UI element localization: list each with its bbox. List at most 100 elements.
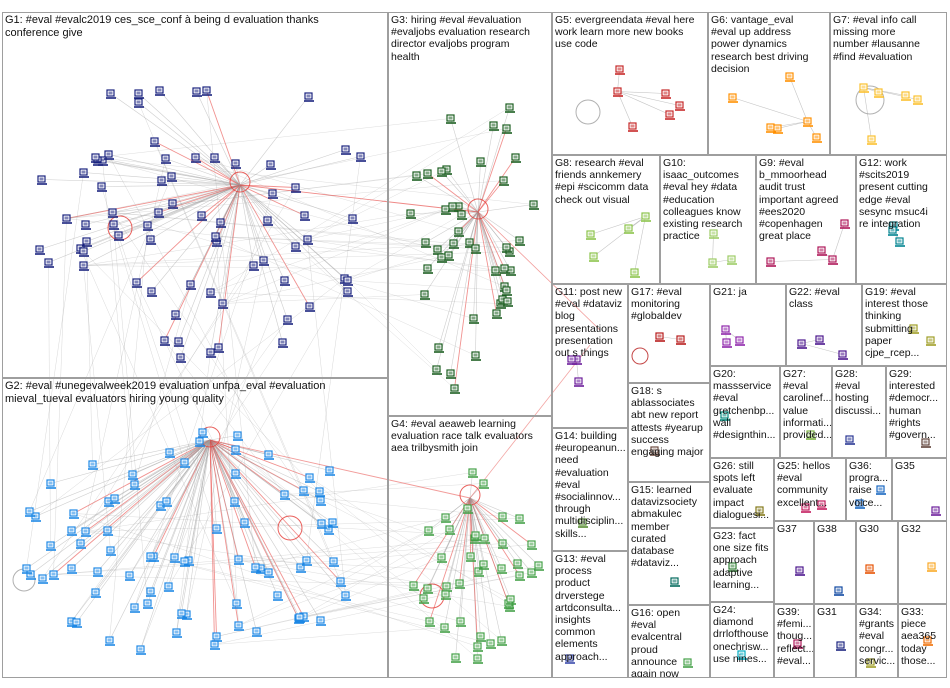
node-g1[interactable] [79,168,89,178]
node-g21[interactable] [735,336,745,346]
node-g2[interactable] [198,428,208,438]
node-g2[interactable] [164,582,174,592]
node-g4[interactable] [527,568,537,578]
node-g14[interactable] [578,518,588,528]
node-g13[interactable] [565,654,575,664]
node-g6[interactable] [803,117,813,127]
node-g2[interactable] [299,486,309,496]
node-g9[interactable] [817,246,827,256]
node-g16[interactable] [683,658,693,668]
node-g2[interactable] [88,460,98,470]
node-g3[interactable] [446,114,456,124]
node-g1[interactable] [44,258,54,268]
node-g8[interactable] [641,212,651,222]
node-g1[interactable] [146,235,156,245]
node-g5[interactable] [615,65,625,75]
node-g3[interactable] [502,124,512,134]
node-g22[interactable] [838,350,848,360]
node-g1[interactable] [161,154,171,164]
node-g4[interactable] [476,632,486,642]
node-g1[interactable] [218,299,228,309]
node-g3[interactable] [491,266,501,276]
node-g1[interactable] [157,176,167,186]
node-g2[interactable] [302,556,312,566]
node-g28[interactable] [845,435,855,445]
node-g2[interactable] [264,450,274,460]
node-g2[interactable] [46,479,56,489]
node-g2[interactable] [130,603,140,613]
node-g2[interactable] [49,570,59,580]
node-g1[interactable] [154,208,164,218]
node-g22[interactable] [797,339,807,349]
node-g1[interactable] [147,287,157,297]
node-g2[interactable] [180,458,190,468]
node-g8[interactable] [630,268,640,278]
node-g2[interactable] [106,546,116,556]
node-g9[interactable] [840,219,850,229]
node-g2[interactable] [212,524,222,534]
node-g3[interactable] [437,253,447,263]
node-g2[interactable] [251,563,261,573]
node-g7[interactable] [913,95,923,105]
node-g7[interactable] [859,83,869,93]
node-g7[interactable] [874,88,884,98]
node-g1[interactable] [167,172,177,182]
node-g1[interactable] [291,183,301,193]
node-g1[interactable] [171,310,181,320]
node-g2[interactable] [69,509,79,519]
node-g3[interactable] [489,121,499,131]
node-g37[interactable] [795,566,805,576]
node-g3[interactable] [502,286,512,296]
node-g33[interactable] [923,636,933,646]
node-g5[interactable] [613,87,623,97]
node-g19[interactable] [926,336,936,346]
node-g2[interactable] [81,527,91,537]
node-g1[interactable] [210,153,220,163]
node-g4[interactable] [441,513,451,523]
node-g3[interactable] [432,365,442,375]
node-g2[interactable] [233,431,243,441]
node-g4[interactable] [497,636,507,646]
node-g27[interactable] [806,430,816,440]
node-g6[interactable] [785,72,795,82]
node-g4[interactable] [424,526,434,536]
node-g3[interactable] [492,309,502,319]
node-g1[interactable] [304,92,314,102]
node-g2[interactable] [296,563,306,573]
node-g11[interactable] [574,377,584,387]
node-g2[interactable] [110,494,120,504]
node-g4[interactable] [456,617,466,627]
node-g2[interactable] [280,490,290,500]
node-g2[interactable] [22,564,32,574]
node-g1[interactable] [82,237,92,247]
node-g5[interactable] [665,110,675,120]
node-g35[interactable] [931,506,941,516]
node-g4[interactable] [419,594,429,604]
node-g11[interactable] [567,355,577,365]
node-g1[interactable] [176,353,186,363]
node-g1[interactable] [150,137,160,147]
node-g2[interactable] [264,568,274,578]
node-g5[interactable] [675,101,685,111]
node-g3[interactable] [406,209,416,219]
node-g1[interactable] [206,288,216,298]
node-g2[interactable] [273,591,283,601]
node-g2[interactable] [317,519,327,529]
node-g2[interactable] [93,567,103,577]
node-g2[interactable] [125,571,135,581]
node-g18[interactable] [650,446,660,456]
node-g6[interactable] [812,133,822,143]
node-g2[interactable] [325,466,335,476]
node-g3[interactable] [437,167,447,177]
node-g4[interactable] [515,571,525,581]
node-g7[interactable] [867,135,877,145]
node-g1[interactable] [214,343,224,353]
node-g4[interactable] [441,590,451,600]
node-g3[interactable] [476,157,486,167]
node-g4[interactable] [474,567,484,577]
node-g2[interactable] [240,518,250,528]
node-g4[interactable] [451,653,461,663]
node-g1[interactable] [266,160,276,170]
node-g2[interactable] [143,599,153,609]
node-g20[interactable] [720,411,730,421]
